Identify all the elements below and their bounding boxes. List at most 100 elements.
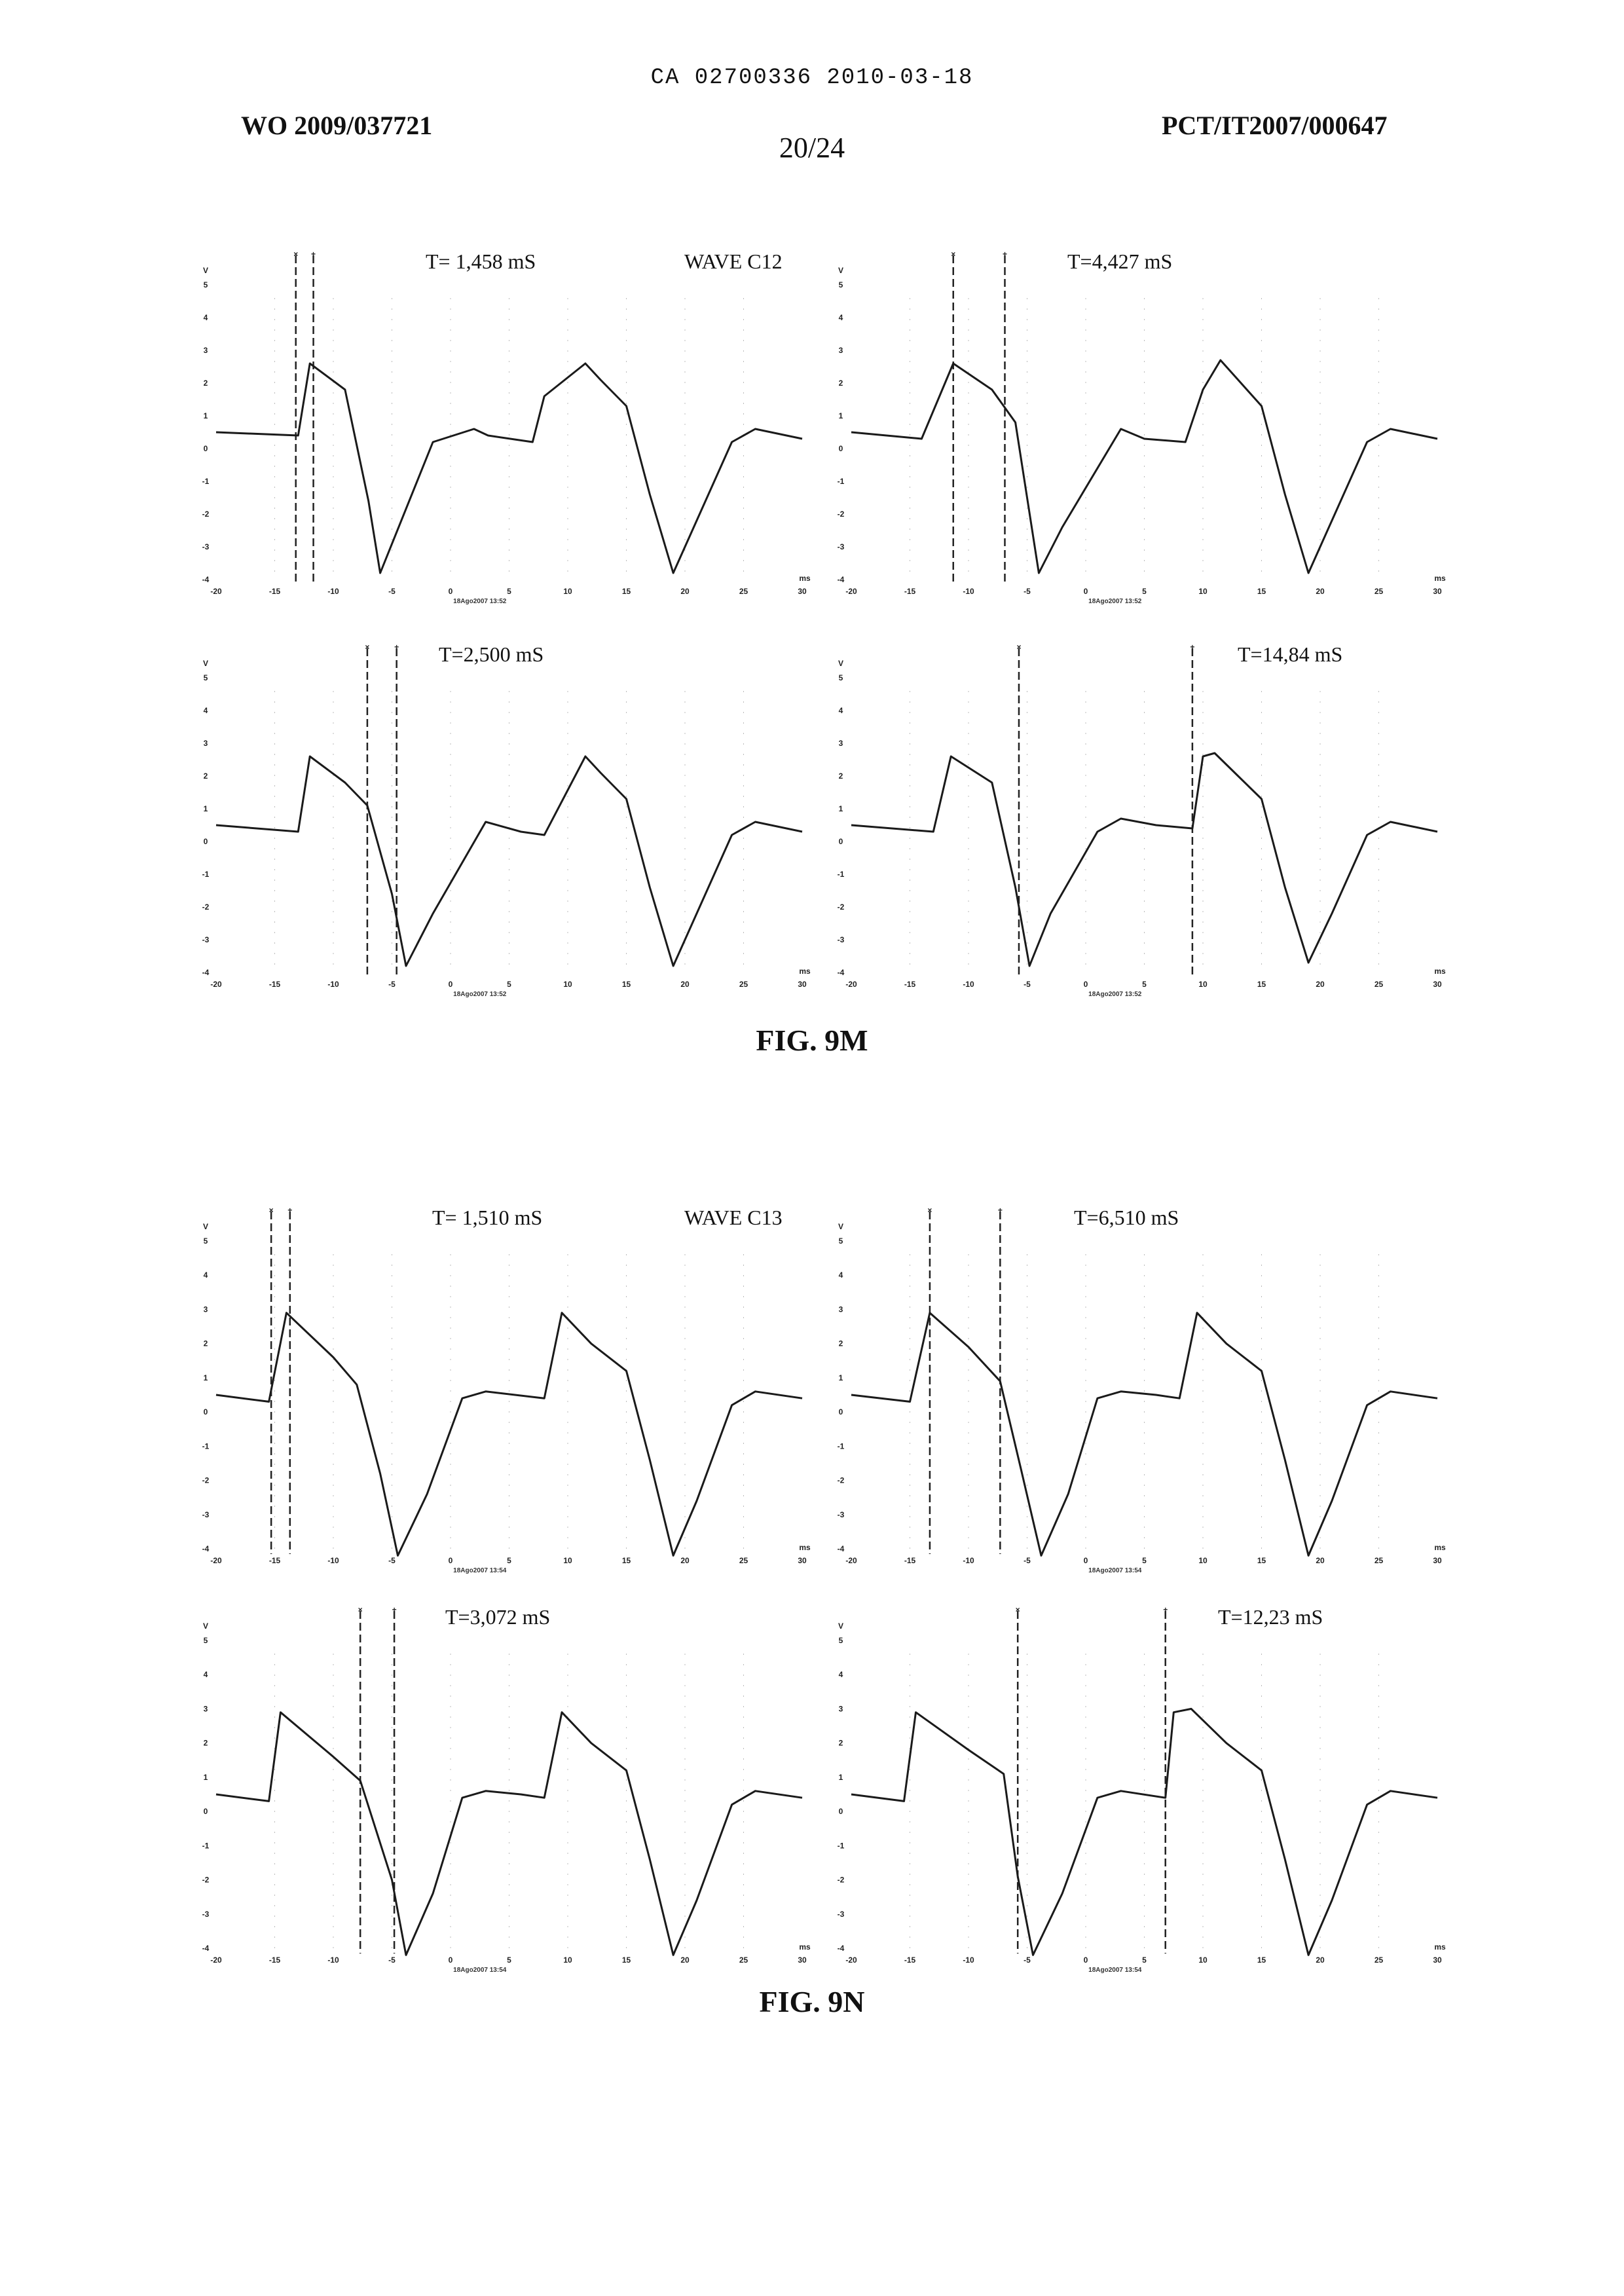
timestamp-stamp: 18Ago2007 13:52 [1088, 991, 1142, 998]
y-tick-label: 5 [839, 280, 843, 289]
y-tick-label: 1 [204, 1373, 208, 1382]
cursor-marker: + [394, 642, 399, 652]
panel-title: T=14,84 mS [1238, 642, 1342, 666]
panel-title: T=2,500 mS [439, 642, 544, 666]
y-tick-label: 3 [204, 1305, 208, 1314]
figure-label-9m: FIG. 9M [0, 1023, 1624, 1058]
x-tick-label: -20 [210, 587, 222, 596]
timestamp-stamp: 18Ago2007 13:52 [453, 991, 507, 998]
x-tick-label: 20 [680, 1955, 690, 1965]
y-unit-label: V [203, 1222, 208, 1231]
y-unit-label: V [203, 266, 208, 275]
x-tick-label: 25 [739, 1556, 748, 1565]
x-tick-label: 5 [507, 980, 511, 989]
y-tick-label: -2 [202, 1876, 210, 1885]
y-tick-label: -1 [838, 1841, 845, 1850]
scope-panel: 543210-1-2-3-4V-20-15-10-5051015202530ms… [838, 250, 1446, 605]
x-tick-label: 0 [449, 1556, 453, 1565]
y-tick-label: -1 [202, 870, 210, 879]
x-tick-label: -20 [845, 1556, 857, 1565]
cursor-marker: + [392, 1605, 397, 1614]
y-tick-label: -1 [202, 1441, 210, 1451]
scope-panel: 543210-1-2-3-4V-20-15-10-5051015202530ms… [202, 1605, 811, 1974]
x-tick-label: -10 [963, 587, 974, 596]
waveform-line [216, 756, 802, 966]
y-tick-label: 5 [839, 673, 843, 682]
x-unit-label: ms [1434, 1942, 1446, 1952]
y-tick-label: 5 [839, 1636, 843, 1645]
x-tick-label: -5 [388, 980, 396, 989]
y-tick-label: 3 [204, 739, 208, 748]
y-tick-label: 3 [204, 1704, 208, 1713]
x-tick-label: 5 [1142, 1556, 1147, 1565]
cursor-marker: + [1190, 642, 1194, 652]
y-tick-label: 0 [204, 837, 208, 846]
y-tick-label: 2 [839, 379, 843, 388]
x-tick-label: 15 [622, 980, 631, 989]
timestamp-stamp: 18Ago2007 13:52 [453, 598, 507, 605]
x-tick-label: 5 [507, 1556, 511, 1565]
y-tick-label: 2 [204, 379, 208, 388]
x-tick-label: -5 [1024, 587, 1031, 596]
y-tick-label: 2 [204, 771, 208, 781]
y-tick-label: 3 [839, 739, 843, 748]
y-tick-label: -3 [202, 1510, 210, 1519]
cursor-marker: × [269, 1206, 274, 1215]
y-tick-label: -4 [202, 968, 210, 977]
x-tick-label: 20 [680, 1556, 690, 1565]
panel-title: T= 1,510 mS [432, 1206, 542, 1229]
x-tick-label: 15 [1257, 587, 1266, 596]
y-tick-label: -4 [202, 1944, 210, 1953]
x-tick-label: -20 [845, 587, 857, 596]
x-unit-label: ms [799, 1543, 811, 1552]
x-unit-label: ms [799, 967, 811, 976]
y-tick-label: 0 [839, 837, 843, 846]
x-tick-label: 25 [1375, 587, 1384, 596]
y-tick-label: 4 [204, 313, 208, 322]
x-tick-label: -5 [1024, 980, 1031, 989]
panel-title: T=6,510 mS [1074, 1206, 1179, 1229]
x-tick-label: 0 [1084, 1556, 1088, 1565]
wave-label: WAVE C13 [684, 1206, 783, 1229]
x-tick-label: -5 [1024, 1955, 1031, 1965]
x-tick-label: 10 [563, 980, 572, 989]
x-tick-label: 30 [798, 587, 807, 596]
cursor-marker: × [1016, 642, 1021, 652]
y-tick-label: 4 [839, 706, 843, 715]
y-tick-label: 4 [204, 706, 208, 715]
x-tick-label: -10 [327, 980, 339, 989]
y-tick-label: -2 [838, 1876, 845, 1885]
x-tick-label: 15 [622, 1556, 631, 1565]
x-unit-label: ms [799, 1942, 811, 1952]
cursor-marker: + [998, 1206, 1003, 1215]
y-tick-label: 0 [204, 1807, 208, 1816]
y-tick-label: 5 [204, 673, 208, 682]
x-tick-label: -15 [904, 980, 916, 989]
panel-title: T=4,427 mS [1067, 250, 1172, 273]
y-tick-label: -2 [202, 1476, 210, 1485]
y-tick-label: -4 [838, 1944, 845, 1953]
y-tick-label: 1 [839, 411, 843, 420]
x-tick-label: 0 [1084, 587, 1088, 596]
x-tick-label: 30 [798, 980, 807, 989]
x-tick-label: 20 [1316, 1556, 1325, 1565]
y-tick-label: 3 [839, 346, 843, 355]
x-tick-label: 15 [1257, 1556, 1266, 1565]
x-tick-label: -15 [904, 1556, 916, 1565]
x-tick-label: 30 [1433, 1955, 1442, 1965]
x-tick-label: 20 [1316, 980, 1325, 989]
x-tick-label: 15 [622, 587, 631, 596]
y-unit-label: V [838, 1621, 843, 1631]
x-tick-label: -15 [269, 587, 281, 596]
x-tick-label: 15 [1257, 980, 1266, 989]
cursor-marker: × [293, 250, 298, 259]
panel-title: T=3,072 mS [445, 1605, 550, 1629]
y-tick-label: 0 [839, 1407, 843, 1416]
y-tick-label: -3 [202, 542, 210, 551]
cursor-marker: × [1016, 1605, 1020, 1614]
x-tick-label: 5 [1142, 1955, 1147, 1965]
y-tick-label: 0 [839, 444, 843, 453]
y-tick-label: -3 [838, 1910, 845, 1919]
x-tick-label: -20 [210, 1955, 222, 1965]
cursor-marker: + [1163, 1605, 1168, 1614]
